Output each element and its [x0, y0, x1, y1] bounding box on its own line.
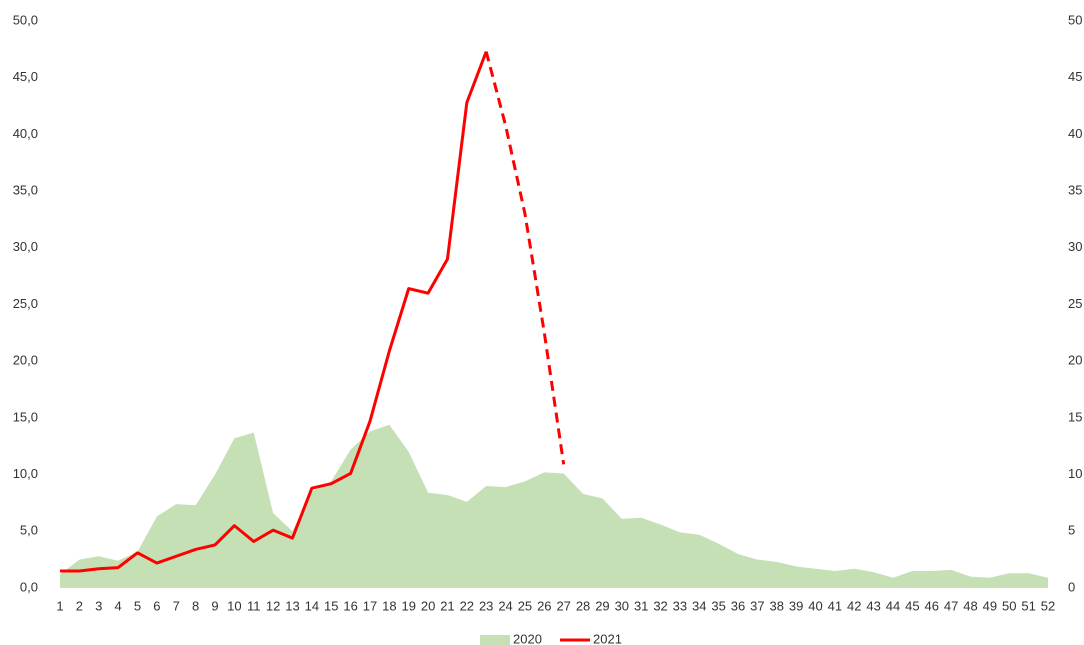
x-tick-label: 44: [886, 598, 900, 613]
x-tick-label: 24: [498, 598, 512, 613]
x-tick-label: 42: [847, 598, 861, 613]
x-tick-label: 39: [789, 598, 803, 613]
y2-tick-label: 40: [1068, 126, 1082, 141]
x-tick-label: 38: [770, 598, 784, 613]
y-tick-label: 0,0: [20, 579, 38, 594]
y2-tick-label: 35: [1068, 183, 1082, 198]
x-tick-label: 52: [1041, 598, 1055, 613]
x-tick-label: 32: [653, 598, 667, 613]
y-tick-label: 25,0: [13, 296, 38, 311]
x-tick-label: 35: [711, 598, 725, 613]
y2-tick-label: 15: [1068, 409, 1082, 424]
x-tick-label: 23: [479, 598, 493, 613]
x-tick-label: 6: [153, 598, 160, 613]
x-tick-label: 49: [983, 598, 997, 613]
x-tick-label: 14: [305, 598, 319, 613]
legend-label: 2020: [513, 631, 542, 645]
x-tick-label: 22: [460, 598, 474, 613]
x-tick-label: 40: [808, 598, 822, 613]
y2-tick-label: 25: [1068, 296, 1082, 311]
x-tick-label: 4: [115, 598, 122, 613]
y2-tick-label: 30: [1068, 239, 1082, 254]
y-tick-label: 35,0: [13, 183, 38, 198]
y2-tick-label: 10: [1068, 466, 1082, 481]
x-tick-label: 16: [343, 598, 357, 613]
y-tick-label: 5,0: [20, 523, 38, 538]
x-tick-label: 19: [401, 598, 415, 613]
x-tick-label: 30: [615, 598, 629, 613]
x-tick-label: 8: [192, 598, 199, 613]
x-tick-label: 27: [556, 598, 570, 613]
x-tick-label: 5: [134, 598, 141, 613]
x-tick-label: 10: [227, 598, 241, 613]
x-tick-label: 51: [1021, 598, 1035, 613]
x-tick-label: 48: [963, 598, 977, 613]
y2-tick-label: 20: [1068, 353, 1082, 368]
line: [60, 51, 488, 573]
x-tick-label: 29: [595, 598, 609, 613]
y-tick-label: 45,0: [13, 69, 38, 84]
x-tick-label: 2: [76, 598, 83, 613]
x-tick-label: 25: [518, 598, 532, 613]
x-tick-label: 26: [537, 598, 551, 613]
x-tick-label: 13: [285, 598, 299, 613]
y-tick-label: 30,0: [13, 239, 38, 254]
x-tick-label: 3: [95, 598, 102, 613]
x-tick-label: 31: [634, 598, 648, 613]
x-tick-label: 46: [925, 598, 939, 613]
x-tick-label: 34: [692, 598, 706, 613]
x-tick-label: 33: [673, 598, 687, 613]
y-tick-label: 40,0: [13, 126, 38, 141]
x-tick-label: 1: [56, 598, 63, 613]
x-tick-label: 7: [173, 598, 180, 613]
x-tick-label: 50: [1002, 598, 1016, 613]
x-tick-label: 11: [247, 598, 261, 613]
line-dashed: [484, 51, 566, 465]
y2-tick-label: 50: [1068, 12, 1082, 27]
y2-tick-label: 0: [1068, 579, 1075, 594]
y-tick-label: 50,0: [13, 12, 38, 27]
y-tick-label: 15,0: [13, 409, 38, 424]
x-tick-label: 12: [266, 598, 280, 613]
x-tick-label: 28: [576, 598, 590, 613]
x-tick-label: 20: [421, 598, 435, 613]
legend-label: 2021: [593, 631, 622, 645]
x-tick-label: 21: [440, 598, 454, 613]
y-tick-label: 20,0: [13, 353, 38, 368]
x-tick-label: 17: [363, 598, 377, 613]
x-tick-label: 18: [382, 598, 396, 613]
x-tick-label: 37: [750, 598, 764, 613]
x-tick-label: 15: [324, 598, 338, 613]
y2-tick-label: 5: [1068, 523, 1075, 538]
x-tick-label: 36: [731, 598, 745, 613]
area: [60, 424, 1048, 588]
legend-swatch: [480, 635, 510, 645]
x-tick-label: 41: [828, 598, 842, 613]
x-tick-label: 9: [211, 598, 218, 613]
x-tick-label: 47: [944, 598, 958, 613]
x-tick-label: 43: [866, 598, 880, 613]
y-tick-label: 10,0: [13, 466, 38, 481]
x-tick-label: 45: [905, 598, 919, 613]
y2-tick-label: 45: [1068, 69, 1082, 84]
